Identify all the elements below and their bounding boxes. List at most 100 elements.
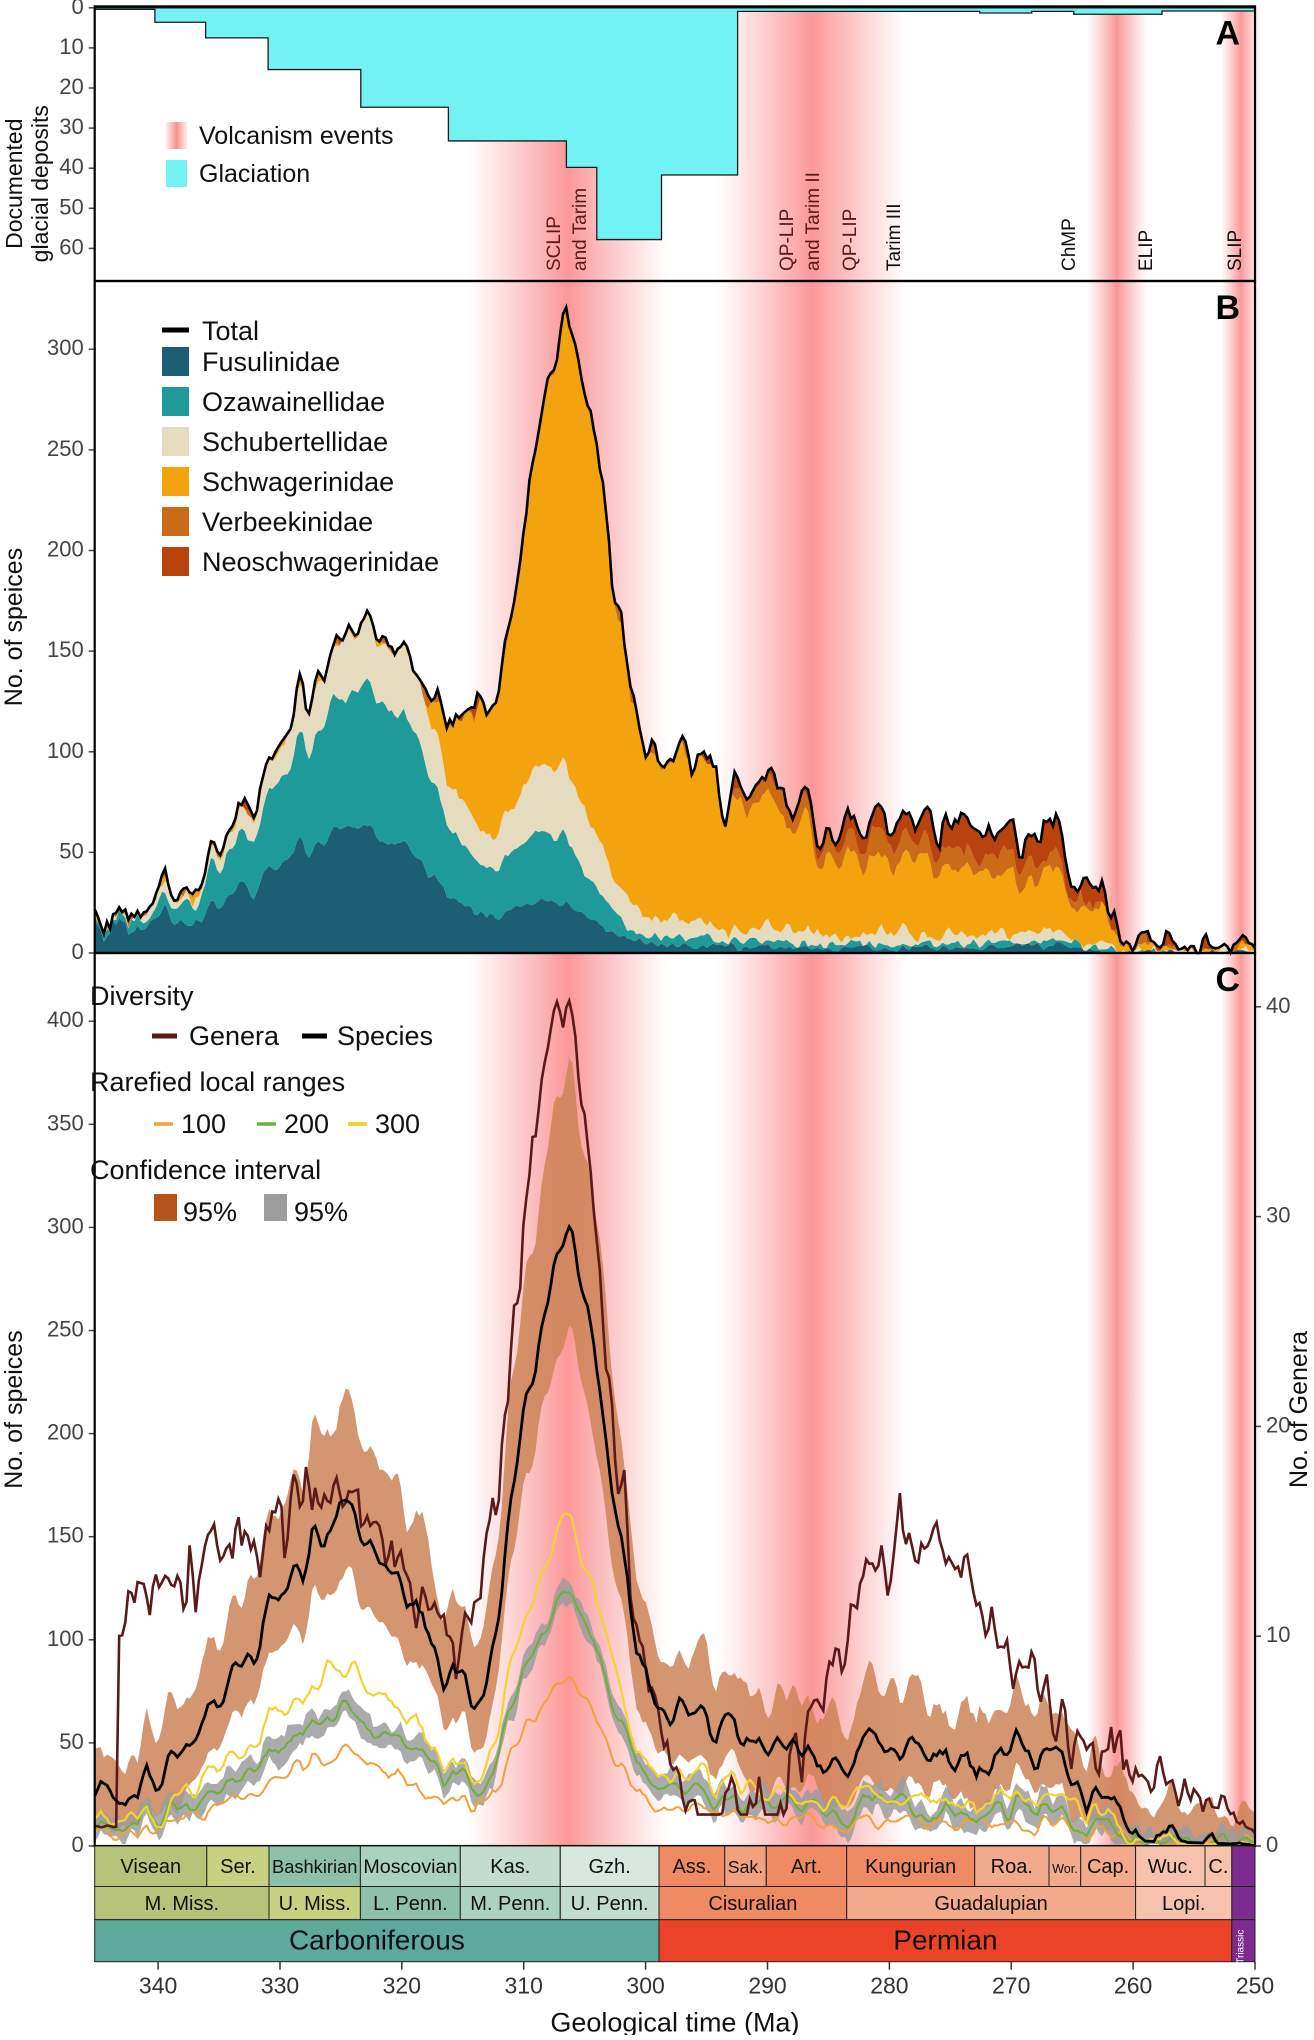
svg-text:Glaciation: Glaciation xyxy=(199,160,310,188)
svg-text:Neoschwagerinidae: Neoschwagerinidae xyxy=(202,547,439,577)
svg-text:Rarefied local ranges: Rarefied local ranges xyxy=(90,1067,345,1097)
svg-text:Schubertellidae: Schubertellidae xyxy=(202,427,388,457)
svg-text:No. of speices: No. of speices xyxy=(0,548,28,706)
svg-text:Ozawainellidae: Ozawainellidae xyxy=(202,387,385,417)
svg-text:300: 300 xyxy=(375,1109,420,1139)
svg-text:95%: 95% xyxy=(294,1197,348,1227)
svg-text:Gzh.: Gzh. xyxy=(588,1856,630,1878)
svg-text:30: 30 xyxy=(59,114,83,139)
svg-text:20: 20 xyxy=(59,74,83,99)
svg-text:SCLIP: SCLIP xyxy=(544,216,565,271)
svg-text:QP-LIP: QP-LIP xyxy=(777,209,798,271)
svg-text:Geological time (Ma): Geological time (Ma) xyxy=(550,2008,799,2035)
svg-text:U. Penn.: U. Penn. xyxy=(571,1893,649,1915)
svg-text:Documented: Documented xyxy=(1,118,27,248)
svg-text:Kas.: Kas. xyxy=(490,1856,530,1878)
svg-text:350: 350 xyxy=(47,1110,84,1135)
svg-text:C: C xyxy=(1215,961,1240,999)
svg-text:300: 300 xyxy=(47,335,84,360)
svg-text:100: 100 xyxy=(47,1626,84,1651)
svg-text:Total: Total xyxy=(202,316,259,346)
svg-text:Ser.: Ser. xyxy=(220,1856,256,1878)
svg-text:Schwagerinidae: Schwagerinidae xyxy=(202,467,394,497)
svg-text:Lopi.: Lopi. xyxy=(1162,1893,1205,1915)
svg-text:300: 300 xyxy=(626,1973,664,1999)
svg-text:Wor.: Wor. xyxy=(1052,1862,1078,1876)
svg-text:Kungurian: Kungurian xyxy=(865,1856,956,1878)
svg-text:100: 100 xyxy=(181,1109,226,1139)
svg-text:200: 200 xyxy=(284,1109,329,1139)
svg-text:250: 250 xyxy=(1236,1973,1274,1999)
svg-text:ELIP: ELIP xyxy=(1136,230,1157,271)
svg-text:60: 60 xyxy=(59,234,83,259)
svg-text:ChMP: ChMP xyxy=(1059,218,1080,271)
svg-text:300: 300 xyxy=(47,1213,84,1238)
svg-text:A: A xyxy=(1215,14,1240,52)
svg-text:No. of speices: No. of speices xyxy=(0,1330,28,1488)
svg-text:Art.: Art. xyxy=(791,1856,822,1878)
svg-text:QP-LIP: QP-LIP xyxy=(840,209,861,271)
svg-text:0: 0 xyxy=(1266,1832,1278,1857)
svg-text:340: 340 xyxy=(139,1973,177,1999)
svg-text:330: 330 xyxy=(261,1973,299,1999)
svg-text:and Tarim II: and Tarim II xyxy=(803,172,824,271)
svg-text:Visean: Visean xyxy=(120,1856,181,1878)
svg-text:320: 320 xyxy=(383,1973,421,1999)
svg-text:310: 310 xyxy=(505,1973,543,1999)
svg-text:260: 260 xyxy=(1114,1973,1152,1999)
svg-text:Confidence interval: Confidence interval xyxy=(90,1155,321,1185)
svg-text:Guadalupian: Guadalupian xyxy=(934,1893,1047,1915)
svg-text:M. Miss.: M. Miss. xyxy=(145,1893,219,1915)
svg-text:Genera: Genera xyxy=(189,1021,280,1051)
svg-text:Triassic: Triassic xyxy=(1235,1930,1246,1964)
svg-text:Volcanism events: Volcanism events xyxy=(199,122,394,150)
svg-text:L. Penn.: L. Penn. xyxy=(373,1893,448,1915)
svg-text:40: 40 xyxy=(1266,993,1290,1018)
svg-text:glacial deposits: glacial deposits xyxy=(27,105,53,262)
svg-text:Cisuralian: Cisuralian xyxy=(708,1893,797,1915)
svg-text:250: 250 xyxy=(47,1317,84,1342)
svg-text:U. Miss.: U. Miss. xyxy=(279,1893,351,1915)
svg-text:Moscovian: Moscovian xyxy=(363,1856,457,1878)
svg-text:95%: 95% xyxy=(183,1197,237,1227)
svg-text:290: 290 xyxy=(748,1973,786,1999)
svg-text:150: 150 xyxy=(47,1523,84,1548)
svg-text:Ass.: Ass. xyxy=(672,1856,711,1878)
svg-text:Sak.: Sak. xyxy=(728,1857,763,1877)
svg-text:270: 270 xyxy=(992,1973,1030,1999)
svg-text:Permian: Permian xyxy=(893,1925,997,1956)
svg-text:100: 100 xyxy=(47,738,84,763)
svg-text:50: 50 xyxy=(59,838,83,863)
svg-text:Bashkirian: Bashkirian xyxy=(272,1856,357,1877)
svg-text:Verbeekinidae: Verbeekinidae xyxy=(202,507,373,537)
svg-text:200: 200 xyxy=(47,1420,84,1445)
svg-text:Carboniferous: Carboniferous xyxy=(289,1925,465,1956)
svg-text:50: 50 xyxy=(59,1729,83,1754)
svg-text:280: 280 xyxy=(870,1973,908,1999)
svg-text:Diversity: Diversity xyxy=(90,981,194,1011)
svg-text:M. Penn.: M. Penn. xyxy=(470,1893,550,1915)
svg-text:Cap.: Cap. xyxy=(1087,1856,1129,1878)
svg-text:40: 40 xyxy=(59,154,83,179)
svg-text:and Tarim: and Tarim xyxy=(570,188,591,271)
svg-text:0: 0 xyxy=(71,0,83,19)
svg-text:30: 30 xyxy=(1266,1203,1290,1228)
svg-text:Species: Species xyxy=(337,1021,433,1051)
svg-text:200: 200 xyxy=(47,537,84,562)
svg-text:Roa.: Roa. xyxy=(991,1856,1033,1878)
svg-text:10: 10 xyxy=(1266,1622,1290,1647)
svg-text:0: 0 xyxy=(71,1832,83,1857)
svg-text:B: B xyxy=(1215,289,1240,327)
svg-text:Wuc.: Wuc. xyxy=(1148,1856,1193,1878)
svg-text:Tarim III: Tarim III xyxy=(884,203,905,271)
svg-text:C.: C. xyxy=(1208,1856,1228,1878)
svg-text:50: 50 xyxy=(59,194,83,219)
svg-text:No. of Genera: No. of Genera xyxy=(1285,1331,1313,1488)
svg-text:0: 0 xyxy=(71,939,83,964)
svg-text:Fusulinidae: Fusulinidae xyxy=(202,347,340,377)
svg-text:250: 250 xyxy=(47,436,84,461)
svg-text:10: 10 xyxy=(59,34,83,59)
svg-text:150: 150 xyxy=(47,637,84,662)
svg-text:400: 400 xyxy=(47,1007,84,1032)
svg-text:SLIP: SLIP xyxy=(1225,230,1246,271)
